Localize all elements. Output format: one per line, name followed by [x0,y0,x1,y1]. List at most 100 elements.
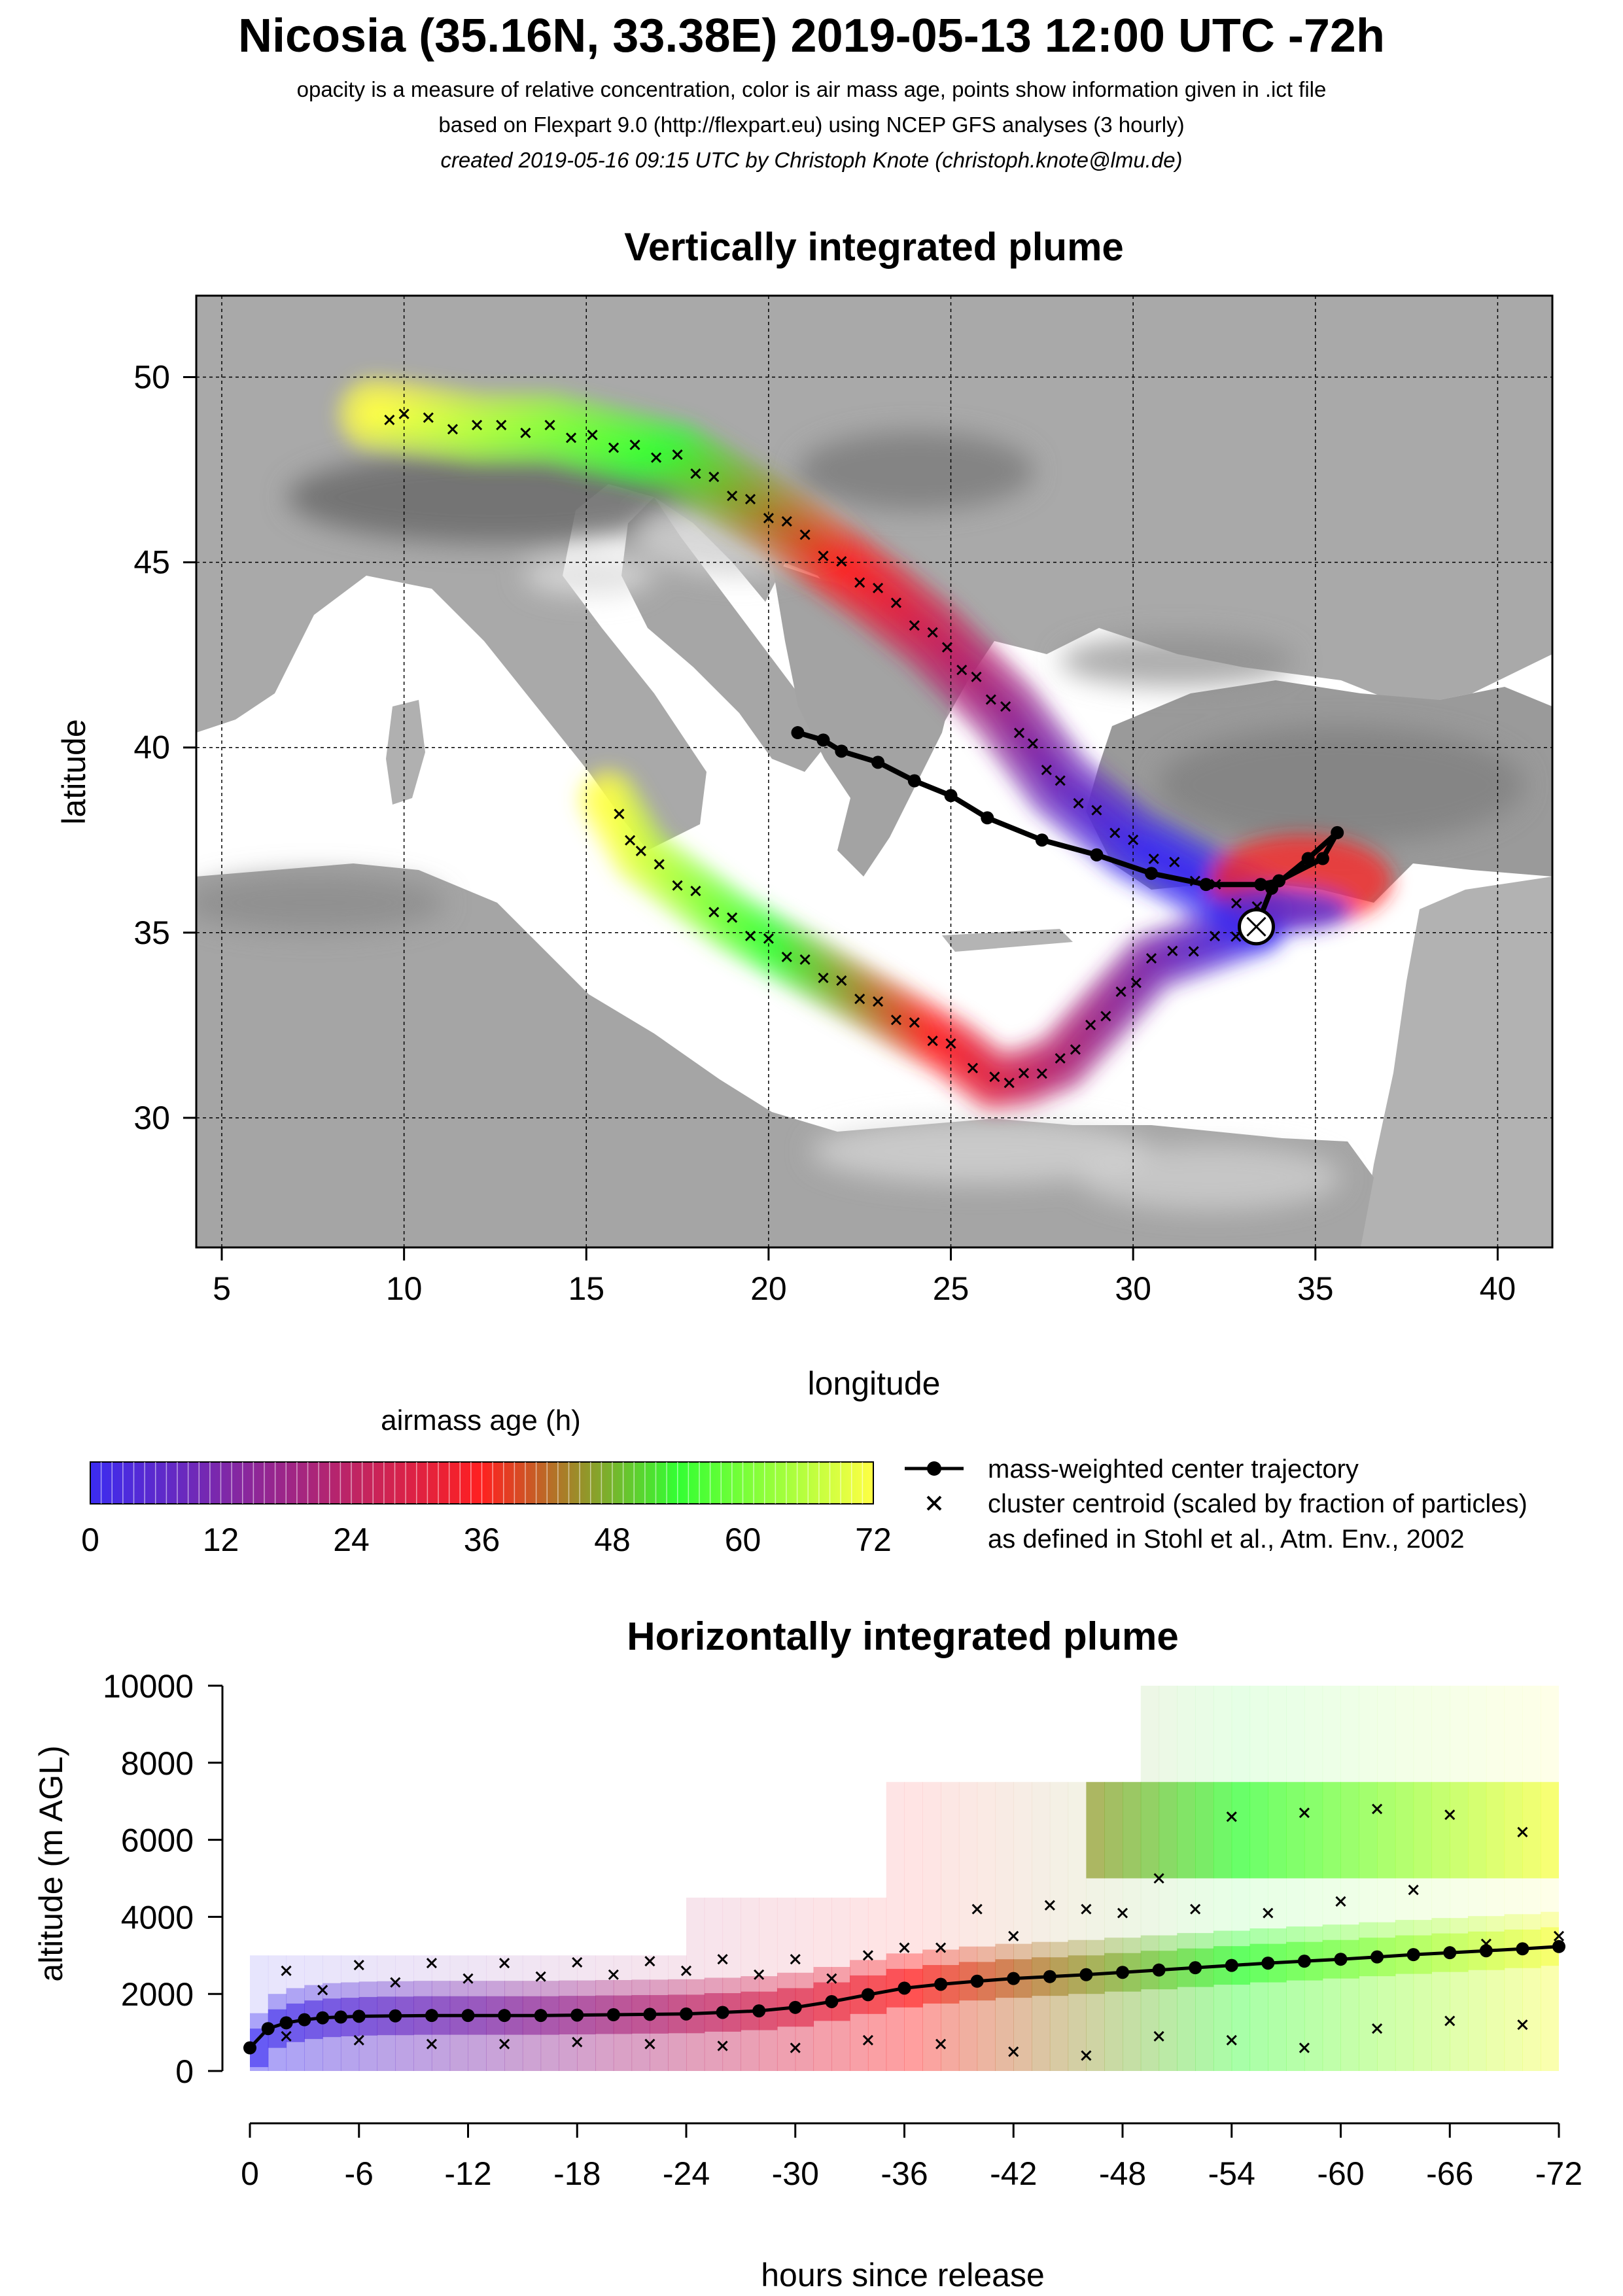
map-cluster-cross [945,1038,956,1049]
map-trajectory-point [981,811,994,825]
height-cluster-cross [499,2038,510,2049]
map-cluster-cross [1109,827,1121,839]
height-plume-cell-faint [995,1782,1014,2071]
map-cluster-cross [985,694,996,705]
height-cluster-cross [608,1969,619,1980]
height-cluster-cross [754,1969,765,1980]
height-plume-cell-upper [1104,1782,1123,1879]
map-area [196,296,1552,1247]
map-x-tick-label: 10 [386,1270,423,1307]
map-cluster-cross [625,835,636,846]
map-x-tick-label: 30 [1115,1270,1151,1307]
map-cluster-cross [818,550,829,561]
height-y-tick-label: 6000 [121,1822,194,1859]
height-trajectory-point [1297,1955,1311,1968]
height-cluster-cross [862,1950,873,1961]
height-cluster-cross [826,1973,837,1984]
height-trajectory-point [752,2004,766,2018]
map-cluster-cross [690,885,701,897]
height-cluster-cross [426,2038,437,2049]
map-cluster-cross [1013,727,1025,739]
height-x-tick-label: -48 [1099,2155,1146,2192]
height-cluster-cross [644,1956,655,1967]
map-cluster-centroids [384,408,1263,1088]
colorbar-tick-label: 72 [855,1522,892,1558]
map-trajectory-point [1272,874,1286,888]
map-title: Vertically integrated plume [624,225,1124,269]
height-cluster-cross [935,1942,947,1953]
figure-subtitle-2: based on Flexpart 9.0 (http://flexpart.e… [438,113,1185,137]
map-cluster-cross [799,954,811,965]
map-cluster-cross [614,809,625,820]
height-plume-cell-faint [741,1897,759,2071]
height-trajectory-point [1079,1968,1093,1981]
map-cluster-cross [672,880,683,891]
height-x-label: hours since release [761,2257,1045,2293]
height-trajectory-point [1043,1970,1056,1983]
height-cluster-cross [1408,1885,1419,1896]
map-cluster-cross [423,412,434,423]
map-cluster-cross [873,582,884,593]
map-cluster-cross [854,577,865,588]
height-trajectory-point [298,2013,311,2026]
height-plume-cell-upper [1286,1782,1305,1879]
terrain-anatolian-plateau [1158,726,1524,844]
height-trajectory-point [788,2000,802,2014]
height-trajectory-point [389,2009,402,2023]
height-x-axis: 0 -6 -12 -18 -24 -30 -36 -42 -48 -54 -60 -66 -72 [241,2122,1582,2192]
height-x-tick-label: -24 [663,2155,710,2192]
height-plume-cell-upper [1159,1782,1178,1879]
height-trajectory-point [352,2009,366,2023]
height-plume-cell-upper [1213,1782,1232,1879]
map-cluster-cross [1041,764,1052,776]
height-cluster-cross [1299,1807,1310,1818]
height-trajectory-point [425,2009,438,2023]
height-plume-cell-faint [1068,1782,1087,2071]
figure-subtitle-3: created 2019-05-16 09:15 UTC by Christop… [440,148,1183,172]
map-cluster-cross [1070,1044,1081,1055]
height-plume-cell-upper [1450,1782,1469,1879]
height-cluster-cross [1553,1930,1565,1941]
height-trajectory-point [498,2009,512,2023]
height-x-tick-label: -6 [345,2155,374,2192]
map-frame [195,294,1554,1249]
height-plume-cell-faint [886,1782,905,2071]
height-trajectory-point [461,2009,475,2023]
height-trajectory-point [643,2008,657,2021]
height-x-tick-label: 0 [241,2155,259,2192]
height-cluster-cross [1299,2042,1310,2053]
map-cluster-cross [1055,775,1066,786]
height-trajectory-point [334,2010,347,2024]
height-trajectory-point [1225,1958,1238,1972]
map-cluster-cross [1027,738,1038,749]
height-plume-cell-faint [686,1897,705,2071]
map-cluster-cross [763,512,774,524]
height-trajectory-point [1516,1942,1529,1956]
map-trajectory-point [1145,867,1159,880]
height-trajectory-point [1443,1946,1457,1960]
height-x-tick-label: -30 [772,2155,819,2192]
terrain-atlas [196,873,445,932]
colorbar-tick-label: 24 [333,1522,370,1558]
map-cluster-cross [1169,856,1180,867]
height-cluster-cross [1081,2050,1092,2061]
land-sardinia [386,700,425,805]
map-cluster-cross [384,414,395,426]
colorbar-tick-label: 12 [203,1522,239,1558]
height-cluster-cross [462,1973,474,1984]
map-cluster-cross [744,930,756,941]
map-trajectory-point [907,774,921,788]
map-cluster-cross [587,429,598,440]
map-cluster-cross [635,845,646,856]
map-y-tick-label: 45 [133,544,170,581]
height-cluster-cross [1372,1803,1383,1815]
height-trajectory-point [1152,1963,1166,1977]
map-cluster-cross [690,468,701,479]
height-plume-cell-upper [1086,1782,1105,1879]
height-cluster-cross [1081,1904,1092,1915]
height-trajectory-point [1334,1953,1348,1966]
map-cluster-cross [544,419,555,430]
map-cluster-cross [496,419,507,430]
legend-cross-label-1: cluster centroid (scaled by fraction of … [988,1489,1527,1518]
map-y-label: latitude [56,719,92,824]
